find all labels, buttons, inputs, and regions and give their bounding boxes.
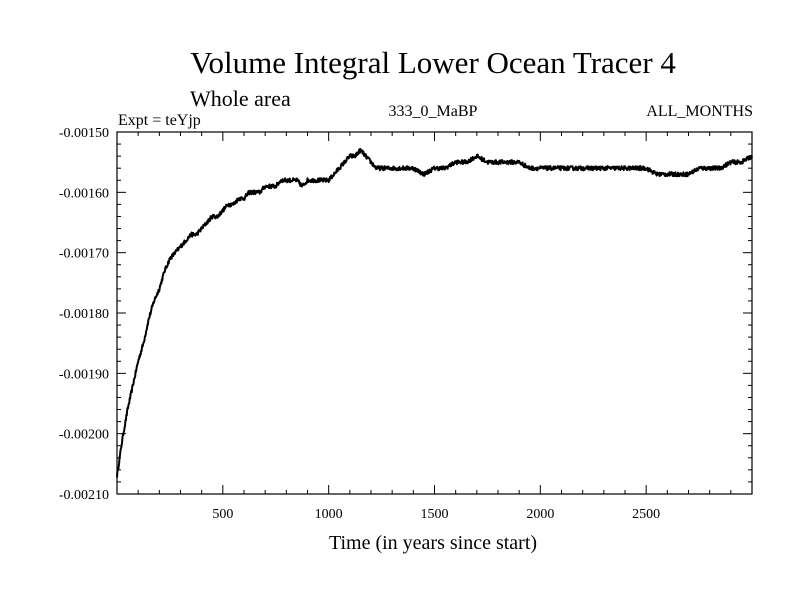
x-axis: 500 1000 1500 2000 2500 xyxy=(137,132,732,522)
y-tick-label: -0.00210 xyxy=(59,488,109,503)
y-tick-label: -0.00150 xyxy=(59,126,109,141)
chart-title: Volume Integral Lower Ocean Tracer 4 xyxy=(190,45,676,80)
period-label: 333_0_MaBP xyxy=(389,103,478,120)
months-label: ALL_MONTHS xyxy=(646,103,753,120)
y-tick-label: -0.00170 xyxy=(59,247,109,262)
x-tick-label: 1500 xyxy=(421,507,449,522)
x-tick-label: 2500 xyxy=(632,507,660,522)
plot-frame xyxy=(116,131,753,495)
series-line xyxy=(116,147,753,478)
x-tick-label: 1000 xyxy=(315,507,343,522)
y-tick-label: -0.00180 xyxy=(59,307,109,322)
x-axis-title: Time (in years since start) xyxy=(329,532,537,554)
x-tick-label: 2000 xyxy=(526,507,554,522)
chart-subtitle: Whole area xyxy=(190,86,291,111)
y-tick-label: -0.00160 xyxy=(59,186,109,201)
y-axis: -0.00150 -0.00160 -0.00170 -0.00180 -0.00190… xyxy=(59,126,752,503)
y-tick-label: -0.00190 xyxy=(59,367,109,382)
x-tick-label: 500 xyxy=(212,507,233,522)
experiment-label: Expt = teYjp xyxy=(118,112,201,129)
y-tick-label: -0.00200 xyxy=(59,428,109,443)
